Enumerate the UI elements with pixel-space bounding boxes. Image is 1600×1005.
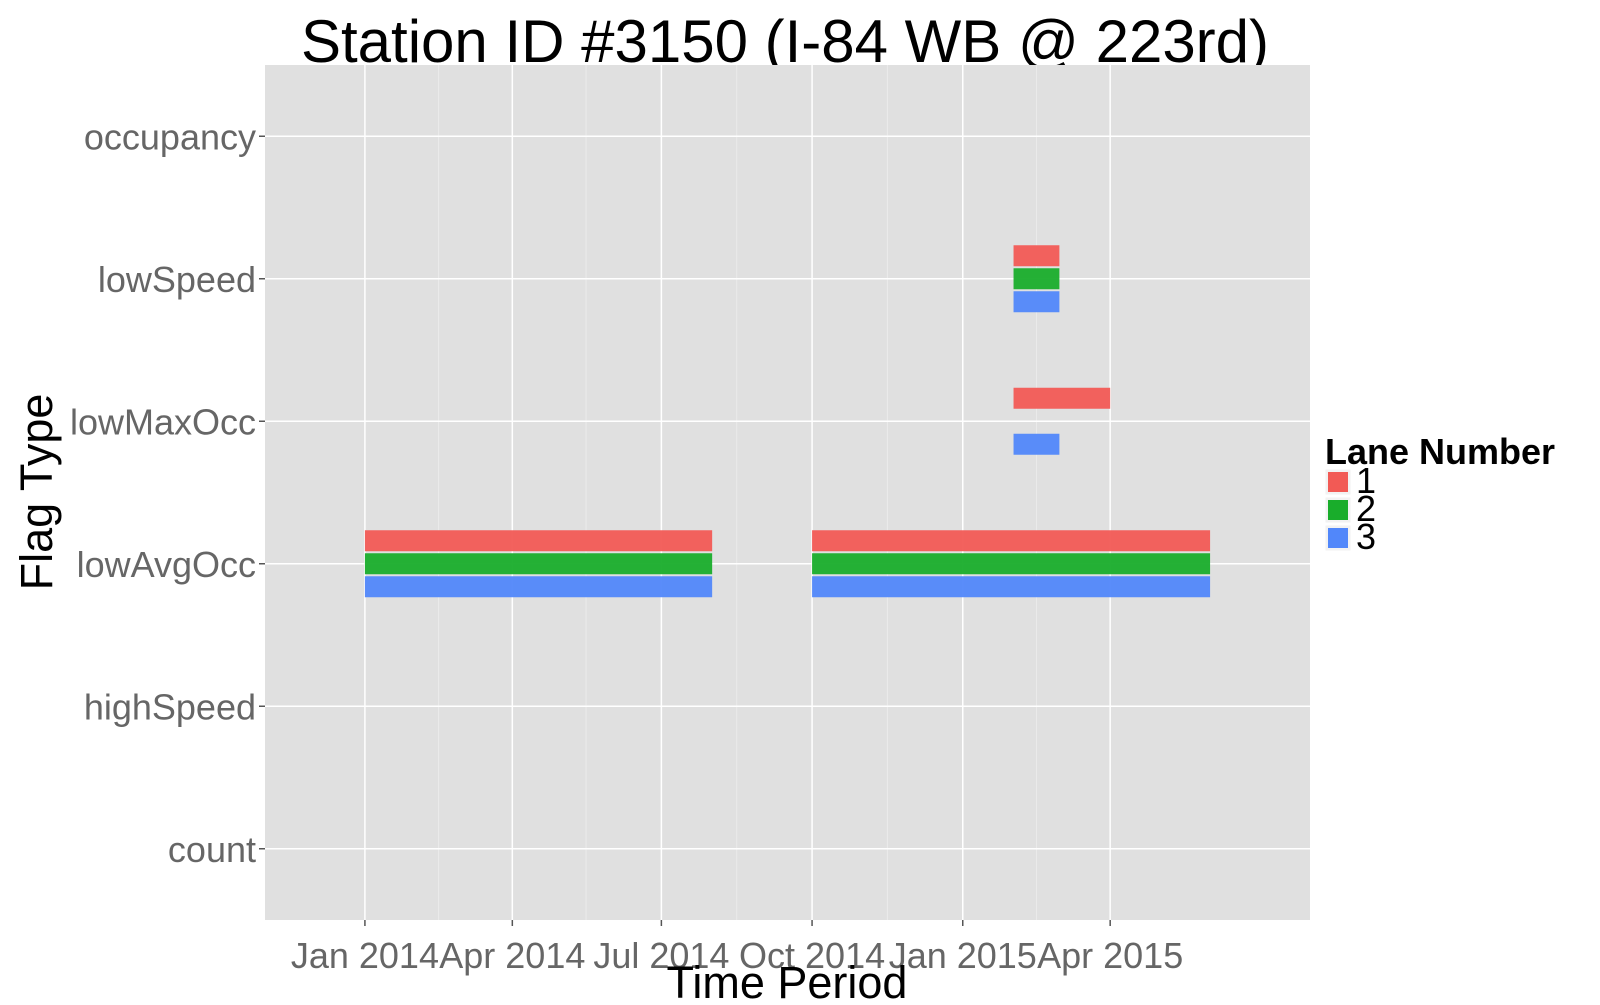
y-tick-label: lowAvgOcc [77,544,256,585]
y-tick-label: count [168,829,256,870]
y-axis: count highSpeed lowAvgOcc lowMaxOcc lowSpeed… [70,116,265,870]
y-tick-label: occupancy [84,116,256,157]
legend-title: Lane Number [1325,431,1555,472]
x-tick-label: Jan 2014 [291,935,439,976]
x-tick-label: Apr 2015 [1037,935,1183,976]
x-tick-label: Oct 2014 [739,935,885,976]
y-tick-label: lowMaxOcc [70,401,256,442]
x-tick-label: Apr 2014 [439,935,585,976]
x-tick-label: Jul 2014 [593,935,729,976]
legend-label: 1 [1356,460,1376,501]
x-tick-label: Jan 2015 [889,935,1037,976]
bar-segment-lane-3 [364,576,713,598]
chart-title: Station ID #3150 (I-84 WB @ 223rd) [301,8,1269,75]
plot-panel [265,65,1310,920]
bar-segment-lane-1 [1013,245,1060,267]
y-axis-label: Flag Type [11,394,62,591]
bar-segment-lane-2 [364,553,713,575]
bar-segment-lane-1 [1013,387,1111,409]
legend-swatch [1328,528,1348,548]
x-axis-label: Time Period [667,957,908,1000]
bar-segment-lane-2 [812,553,1211,575]
y-tick-label: lowSpeed [98,259,256,300]
bar-segment-lane-1 [812,530,1211,552]
legend-swatch [1328,500,1348,520]
bar-segment-lane-3 [1013,433,1060,455]
bar-segment-lane-3 [1013,291,1060,313]
bar-segment-lane-2 [1013,268,1060,290]
y-tick-label: highSpeed [84,686,256,727]
legend-label: 2 [1356,488,1376,529]
legend: Lane Number 123 [1324,431,1555,557]
bar-segment-lane-3 [812,576,1211,598]
x-axis: Jan 2014 Apr 2014 Jul 2014 Oct 2014 Jan 2015… [291,920,1183,976]
legend-swatch [1328,472,1348,492]
bar-segment-lane-1 [364,530,713,552]
bar-segments [364,245,1211,598]
legend-label: 3 [1356,516,1376,557]
